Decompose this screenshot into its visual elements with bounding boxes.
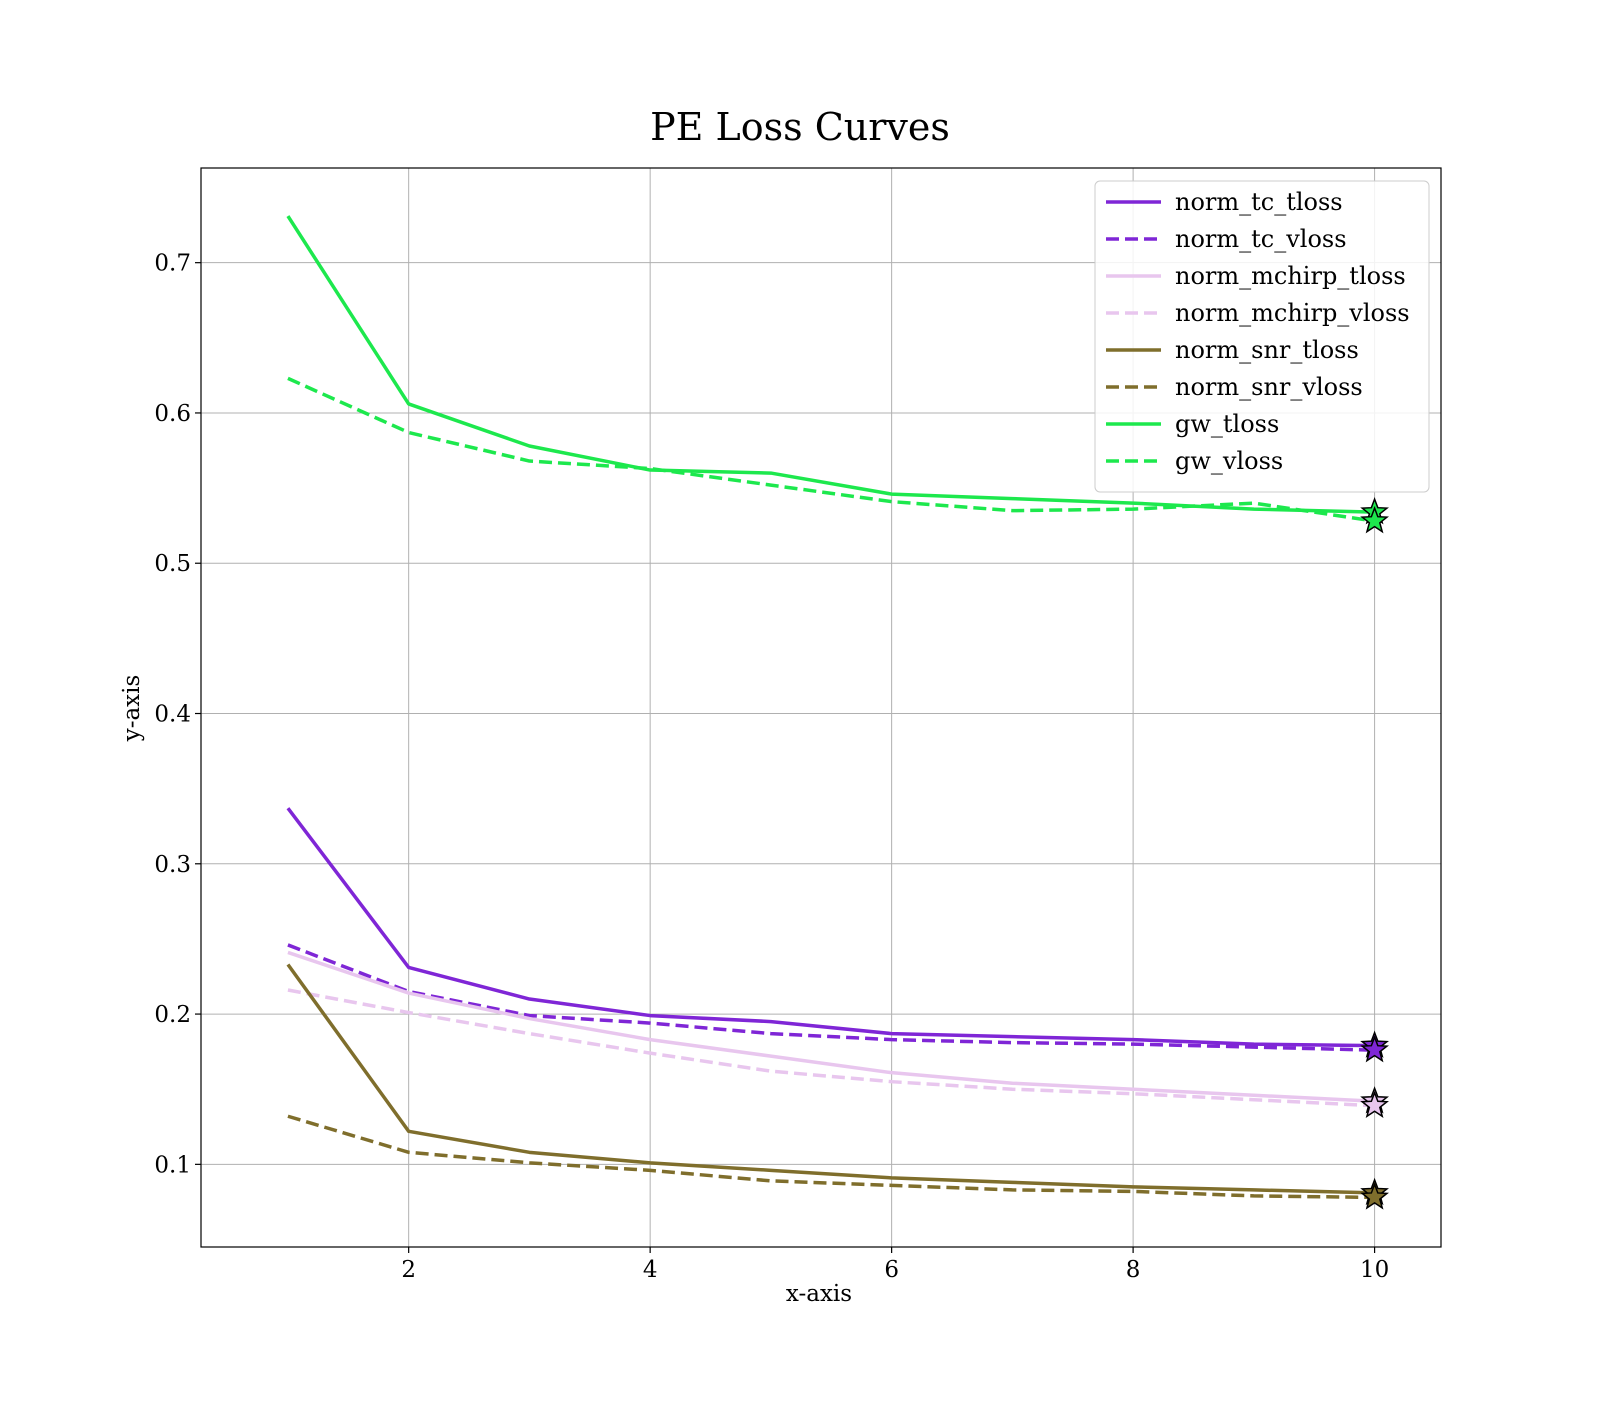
star-marker-gw-vloss [1360,506,1389,534]
legend-label-gw-vloss: gw_vloss [1175,447,1283,475]
star-marker-norm-snr-vloss [1360,1182,1389,1210]
y-axis-label: y-axis [119,675,145,743]
legend-label-norm-mchirp-vloss: norm_mchirp_vloss [1175,299,1410,327]
legend-label-norm-tc-vloss: norm_tc_vloss [1175,225,1347,253]
y-tick-label: 0.7 [154,251,191,277]
legend-label-gw-tloss: gw_tloss [1175,410,1279,438]
y-tick-label: 0.5 [154,551,191,577]
series-line-norm-snr-tloss [286,963,1375,1195]
legend: norm_tc_tloss norm_tc_vloss norm_mchirp_tl… [1094,180,1430,493]
legend-label-norm-tc-tloss: norm_tc_tloss [1175,188,1343,216]
chart-title: PE Loss Curves [650,105,950,149]
x-tick-label: 6 [884,1257,899,1283]
series-line-norm-tc-tloss [286,807,1375,1048]
x-tick-label: 2 [401,1257,416,1283]
legend-box [1094,180,1430,493]
x-axis-label: x-axis [786,1281,852,1307]
series-line-norm-mchirp-vloss [287,988,1375,1108]
y-tick-label: 0.6 [154,401,191,427]
plot-frame [200,167,1442,1248]
y-tick-label: 0.3 [154,852,191,878]
x-tick-label: 4 [643,1257,658,1283]
legend-label-norm-snr-tloss: norm_snr_tloss [1175,336,1359,364]
series-line-gw-vloss [287,376,1375,523]
y-tick-label: 0.4 [154,702,191,728]
star-marker-norm-tc-vloss [1360,1035,1389,1063]
star-marker-norm-mchirp-vloss [1360,1090,1389,1118]
series-lines [286,215,1375,1200]
legend-label-norm-snr-vloss: norm_snr_vloss [1175,373,1363,401]
x-tick-label: 8 [1126,1257,1141,1283]
series-line-norm-mchirp-tloss [287,950,1375,1103]
x-tick-label: 10 [1360,1257,1389,1283]
axis-ticks: 2 4 6 8 10 0.1 0.2 0.3 0.4 0.5 0.6 0.7 [154,251,1389,1283]
y-tick-label: 0.2 [154,1002,191,1028]
legend-label-norm-mchirp-tloss: norm_mchirp_tloss [1175,262,1406,290]
final-point-markers [1360,497,1389,1210]
y-tick-label: 0.1 [154,1152,191,1178]
series-line-norm-snr-vloss [287,1114,1375,1200]
series-line-norm-tc-vloss [287,943,1375,1052]
